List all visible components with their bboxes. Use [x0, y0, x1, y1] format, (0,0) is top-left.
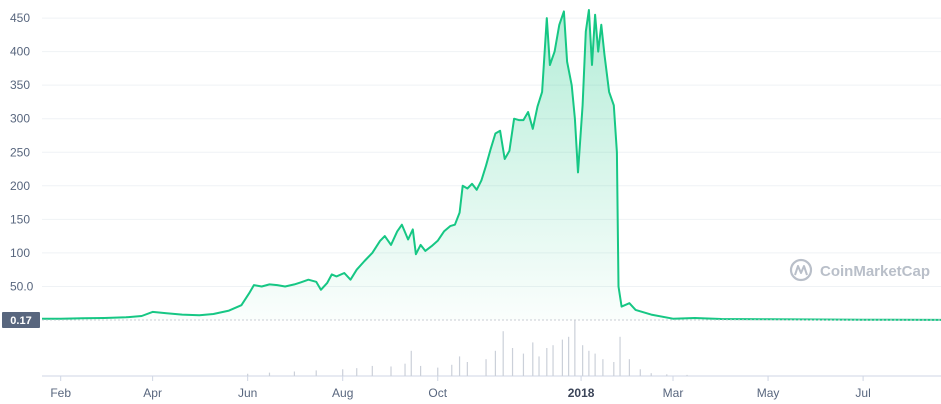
- volume-bar: [686, 374, 688, 376]
- y-tick-label: 50.0: [10, 279, 34, 293]
- volume-bar: [371, 365, 373, 376]
- watermark-text: CoinMarketCap: [820, 263, 930, 280]
- volume-bar: [538, 356, 540, 376]
- volume-bar: [247, 373, 249, 376]
- x-tick-label: 2018: [568, 386, 595, 400]
- price-series-line: [42, 9, 941, 321]
- volume-bar: [522, 353, 525, 376]
- volume-bar: [619, 336, 621, 376]
- volume-bar: [437, 367, 439, 376]
- volume-bar: [342, 369, 344, 376]
- y-tick-label: 200: [10, 179, 30, 193]
- y-tick-label: 100: [10, 246, 30, 260]
- x-tick-label: Apr: [143, 386, 162, 400]
- volume-bar: [293, 371, 296, 376]
- y-tick-label: 300: [10, 112, 30, 126]
- x-tick-label: Jun: [238, 386, 257, 400]
- y-axis-ticks: 50.0 100 150 200 250 300 350 400 450: [10, 11, 34, 293]
- volume-bar: [494, 350, 496, 376]
- volume-bar: [410, 350, 412, 376]
- volume-bar: [511, 348, 514, 376]
- volume-bar: [639, 369, 641, 376]
- volume-bar: [650, 373, 652, 376]
- y-tick-label: 350: [10, 78, 30, 92]
- volume-bar: [666, 374, 668, 376]
- volume-bar: [582, 345, 584, 376]
- volume-bar: [546, 348, 548, 376]
- y-tick-label: 250: [10, 145, 30, 159]
- volume-bar: [502, 331, 504, 376]
- volume-bar: [552, 345, 554, 376]
- coinmarketcap-logo-icon: [789, 258, 813, 282]
- volume-bar: [532, 342, 534, 376]
- volume-bar: [315, 370, 317, 376]
- volume-bar: [466, 362, 468, 376]
- x-tick-label: Feb: [50, 386, 71, 400]
- x-tick-label: May: [757, 386, 780, 400]
- volume-bars: [247, 320, 688, 376]
- volume-bar: [594, 353, 596, 376]
- volume-bar: [451, 364, 453, 376]
- volume-bar: [588, 350, 590, 376]
- y-tick-label: 450: [10, 11, 30, 25]
- volume-bar: [420, 365, 422, 376]
- watermark: CoinMarketCap: [789, 258, 930, 282]
- y-tick-label: 400: [10, 45, 30, 59]
- x-tick-label: Mar: [663, 386, 684, 400]
- x-tick-label: Aug: [332, 386, 353, 400]
- price-area: [42, 10, 941, 320]
- volume-bar: [561, 339, 563, 376]
- price-line: [42, 9, 941, 321]
- volume-bar: [574, 320, 576, 376]
- volume-bar: [485, 359, 487, 376]
- volume-bar: [458, 356, 461, 376]
- x-tick-label: Oct: [428, 386, 447, 400]
- current-price-badge: 0.17: [2, 312, 40, 328]
- volume-bar: [568, 336, 570, 376]
- volume-bar: [628, 359, 630, 376]
- volume-bar: [390, 366, 392, 376]
- volume-bar: [602, 359, 604, 376]
- volume-bar: [268, 372, 271, 376]
- volume-bar: [613, 362, 615, 376]
- current-price-label: 0.17: [10, 315, 31, 327]
- volume-bar: [404, 363, 406, 376]
- volume-bar: [356, 368, 358, 376]
- price-area-fill: [42, 10, 941, 320]
- x-axis-ticks: Feb Apr Jun Aug Oct 2018 Mar May Jul: [50, 376, 871, 400]
- y-tick-label: 150: [10, 212, 30, 226]
- x-tick-label: Jul: [855, 386, 870, 400]
